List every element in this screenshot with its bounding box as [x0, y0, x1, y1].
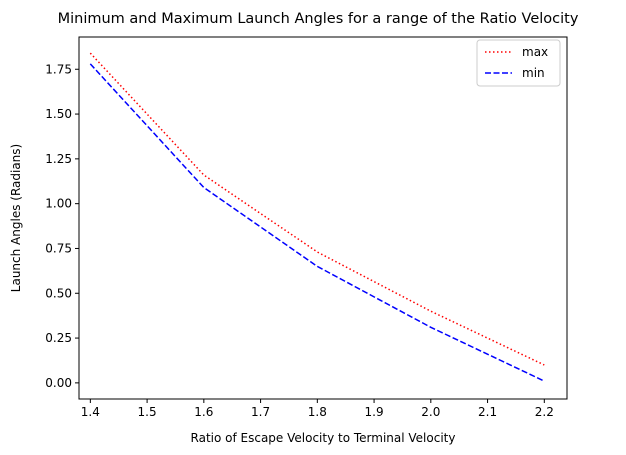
y-tick-label: 1.25	[45, 152, 72, 166]
x-tick-label: 1.9	[365, 405, 384, 419]
x-tick-label: 1.4	[81, 405, 100, 419]
y-tick-label: 0.00	[45, 376, 72, 390]
x-tick-label: 1.5	[138, 405, 157, 419]
x-tick-label: 2.1	[478, 405, 497, 419]
x-axis: 1.4 1.5 1.6 1.7 1.8 1.9 2.0 2.1 2.2	[81, 399, 554, 419]
x-tick-label: 2.0	[421, 405, 440, 419]
legend-label-min: min	[522, 66, 545, 80]
y-tick-label: 1.50	[45, 107, 72, 121]
series-line-min	[89, 63, 545, 382]
y-tick-label: 0.25	[45, 331, 72, 345]
plot-area	[78, 36, 568, 400]
x-tick-label: 1.7	[251, 405, 270, 419]
legend-label-max: max	[522, 45, 548, 59]
legend: max min	[476, 39, 561, 87]
y-tick-label: 0.75	[45, 241, 72, 255]
y-tick-label: 0.50	[45, 286, 72, 300]
y-tick-label: 1.00	[45, 197, 72, 211]
y-tick-label: 1.75	[45, 62, 72, 76]
x-axis-label: Ratio of Escape Velocity to Terminal Vel…	[191, 431, 456, 445]
y-axis: 0.00 0.25 0.50 0.75 1.00 1.25 1.50 1.75	[45, 62, 79, 390]
x-tick-label: 1.8	[308, 405, 327, 419]
x-tick-label: 2.2	[535, 405, 554, 419]
y-axis-label: Launch Angles (Radians)	[9, 144, 23, 292]
chart-title: Minimum and Maximum Launch Angles for a …	[58, 11, 579, 27]
series-layer	[89, 52, 545, 382]
x-tick-label: 1.6	[194, 405, 213, 419]
